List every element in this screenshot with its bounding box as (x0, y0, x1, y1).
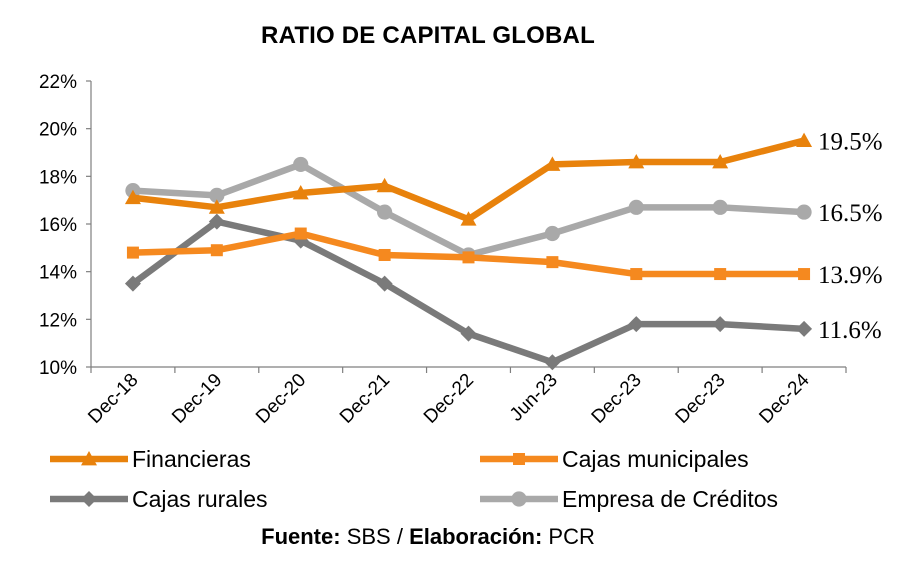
data-point (126, 246, 139, 259)
legend-marker (81, 451, 97, 466)
data-point (292, 185, 309, 200)
x-tick-label: Dec-23 (672, 370, 730, 428)
data-point (628, 154, 645, 169)
end-value-label: 13.9% (818, 262, 883, 289)
data-point (124, 275, 141, 292)
legend-item: Cajas municipales (480, 446, 749, 472)
legend-marker (511, 491, 527, 507)
series-line (129, 161, 808, 259)
y-tick-label: 22% (39, 72, 77, 93)
x-tick-label: Dec-20 (252, 370, 310, 428)
chart-title: RATIO DE CAPITAL GLOBAL (261, 22, 595, 49)
legend-label: Empresa de Créditos (562, 486, 778, 512)
data-point (544, 354, 561, 371)
data-point (630, 268, 643, 281)
data-point (712, 154, 729, 169)
legend-item: Financieras (50, 446, 251, 472)
data-point (628, 199, 644, 215)
legend-item: Empresa de Créditos (480, 486, 778, 512)
data-point (462, 251, 475, 264)
series-cajas-rurales (124, 213, 813, 371)
legend-item: Cajas rurales (50, 486, 268, 512)
legend-label: Financieras (132, 446, 251, 472)
data-point (377, 204, 393, 220)
data-point (378, 248, 391, 261)
end-value-label: 16.5% (818, 200, 883, 227)
data-point (460, 325, 477, 342)
x-tick-label: Jun-23 (506, 370, 562, 426)
data-point (546, 256, 559, 269)
elaboracion-label: Elaboración: (409, 524, 543, 549)
data-point (210, 244, 223, 257)
y-tick-label: 14% (39, 263, 77, 284)
x-tick-label: Dec-22 (420, 370, 478, 428)
data-point (294, 227, 307, 240)
y-tick-label: 18% (39, 167, 77, 188)
end-value-label: 19.5% (818, 129, 883, 156)
legend-label: Cajas municipales (562, 446, 749, 472)
source-line: Fuente: SBS / Elaboración: PCR (0, 524, 856, 550)
legend-marker (513, 453, 525, 465)
x-tick-label: Dec-23 (588, 370, 646, 428)
data-point (544, 156, 561, 171)
data-point (714, 268, 727, 281)
data-point (376, 177, 393, 193)
data-point (796, 132, 813, 147)
end-labels: 19.5% 13.9% 11.6% 16.5% (818, 129, 883, 344)
chart-legend: Financieras Cajas municipales Cajas rurale… (50, 446, 778, 512)
fuente-value: SBS / (340, 524, 410, 549)
elaboracion-value: PCR (542, 524, 595, 549)
series-lines (124, 132, 813, 371)
y-tick-label: 16% (39, 215, 77, 236)
data-point (124, 189, 141, 205)
y-tick-label: 12% (39, 310, 77, 331)
data-point (208, 199, 225, 214)
data-point (293, 156, 309, 173)
series-cajas-municipales (126, 227, 811, 281)
data-point (798, 268, 811, 281)
data-point (208, 213, 225, 230)
x-tick-label: Dec-18 (84, 370, 142, 428)
y-tick-label: 10% (39, 358, 77, 379)
data-point (544, 225, 560, 242)
data-point (209, 187, 225, 203)
data-point (796, 320, 813, 337)
data-point (460, 211, 477, 226)
series-financieras (124, 132, 813, 226)
data-point (628, 316, 645, 333)
data-point (712, 199, 728, 215)
fuente-label: Fuente: (261, 524, 341, 549)
legend-label: Cajas rurales (132, 486, 268, 512)
x-tick-label: Dec-19 (168, 370, 226, 428)
legend-marker (81, 491, 97, 507)
data-point (796, 204, 812, 220)
x-tick-label: Dec-21 (336, 370, 394, 428)
data-point (376, 275, 393, 292)
y-tick-label: 20% (39, 120, 77, 141)
data-point (712, 316, 729, 333)
x-tick-label: Dec-24 (755, 369, 813, 427)
end-value-label: 11.6% (818, 317, 882, 344)
